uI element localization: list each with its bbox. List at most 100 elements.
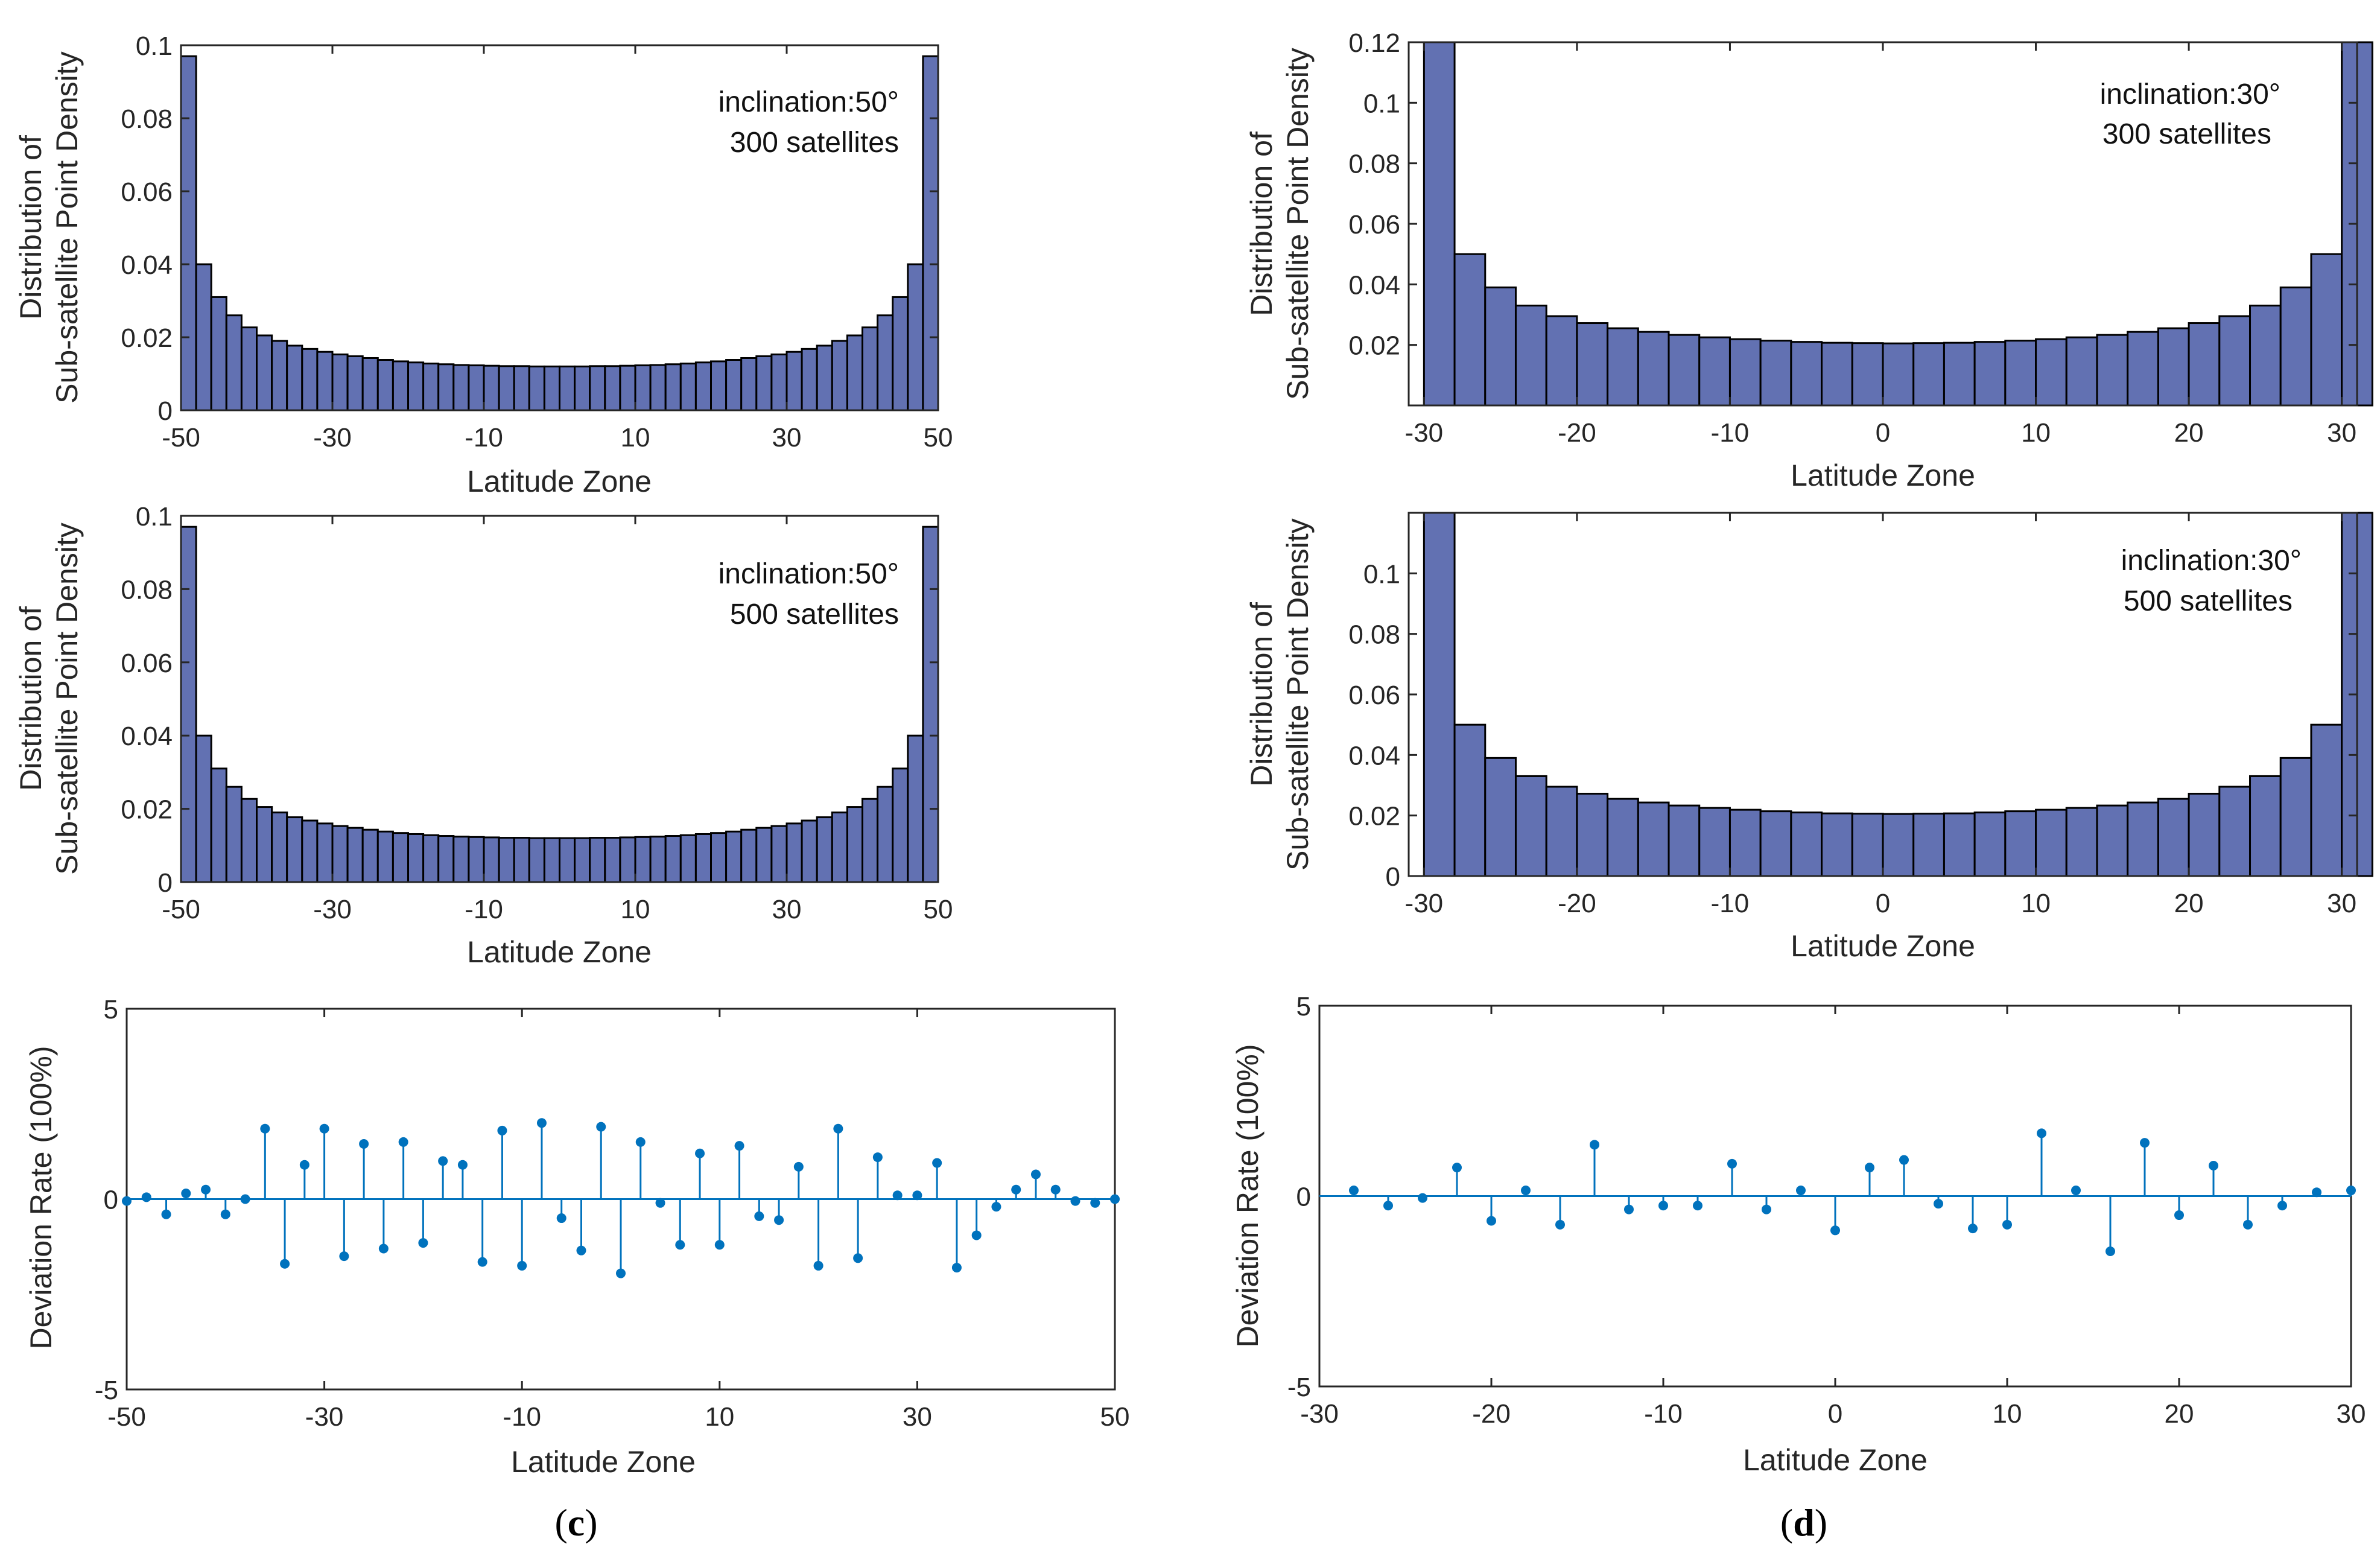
ytick-label: 0.06 [1348, 681, 1400, 710]
stem-marker [2106, 1246, 2115, 1256]
xtick-label: -50 [162, 895, 200, 924]
bars-group [180, 525, 939, 883]
histogram-bar [301, 348, 319, 411]
histogram-bar [1668, 334, 1701, 407]
histogram-bar [468, 364, 485, 411]
histogram-bar [195, 263, 212, 411]
stem-marker [616, 1268, 626, 1278]
histogram-bar [740, 357, 758, 411]
xtick-label: 30 [903, 1402, 932, 1432]
histogram-bar [1728, 808, 1762, 877]
stem-marker [1865, 1163, 1874, 1173]
histogram-bar [1851, 342, 1884, 407]
ytick-label: 0.1 [1363, 559, 1400, 589]
histogram-bar [210, 767, 227, 883]
histogram-bar [2279, 757, 2312, 877]
chart-c-top: 0 0.02 0.04 0.06 0.08 0.1 -50 -30 -10 10… [14, 31, 953, 498]
histogram-bar [679, 363, 697, 411]
x-axis-label: Latitude Zone [467, 935, 652, 969]
panel-label-c: (c) [554, 1501, 597, 1544]
histogram-bar [604, 837, 621, 883]
stem-marker [2071, 1186, 2081, 1196]
histogram-bar [180, 55, 197, 411]
stem-marker [2346, 1186, 2356, 1196]
histogram-bar [256, 334, 273, 411]
xtick-label: -30 [313, 423, 352, 452]
y-axis-label-line-2: Sub-satellite Point Density [1281, 48, 1315, 400]
stem-marker [299, 1160, 309, 1170]
histogram-bar [649, 836, 667, 883]
histogram-bar [574, 365, 591, 411]
stem-marker [576, 1245, 586, 1256]
ytick-label: 0.08 [1348, 150, 1400, 179]
stem-marker [1762, 1204, 1771, 1214]
histogram-bar [770, 825, 788, 883]
stem-marker [319, 1123, 329, 1134]
stem-marker [2037, 1128, 2046, 1138]
histogram-bar [1545, 786, 1578, 877]
stem-marker [1830, 1225, 1840, 1236]
histogram-bar [271, 811, 288, 883]
histogram-bar [483, 364, 500, 411]
ytick-label: 0.06 [121, 177, 173, 207]
annotation-satellite-count: 500 satellites [730, 599, 899, 630]
annotation-satellite-count: 300 satellites [730, 127, 899, 159]
histogram-bar [331, 825, 349, 883]
histogram-bar [376, 359, 394, 411]
histogram-bar [1484, 286, 1517, 407]
histogram-bar [240, 326, 258, 411]
histogram-bar [589, 837, 606, 883]
histogram-bar [2065, 807, 2098, 877]
ytick-label: 0.1 [136, 31, 173, 61]
histogram-bar [543, 365, 561, 411]
histogram-bar [559, 365, 576, 411]
stem-marker [240, 1194, 250, 1204]
stem-marker [1796, 1186, 1806, 1196]
histogram-bar [392, 360, 410, 411]
stem-marker [714, 1240, 725, 1250]
stem-marker [892, 1190, 903, 1201]
ytick-label: 0.08 [1348, 620, 1400, 650]
histogram-bar [361, 828, 379, 883]
xtick-label: -30 [313, 895, 352, 924]
histogram-bar [1790, 811, 1823, 877]
stem-marker [675, 1240, 685, 1250]
histogram-bar [2004, 810, 2037, 877]
histogram-bar [1912, 813, 1945, 877]
ytick-label: 0.08 [121, 104, 173, 134]
xtick-label: 10 [2021, 889, 2051, 918]
histogram-bar [649, 364, 667, 411]
histogram-bar [740, 828, 758, 883]
y-axis-label: Deviation Rate (100%) [24, 1046, 58, 1349]
y-axis-label-line-2: Sub-satellite Point Density [50, 522, 84, 875]
histogram-bar [1637, 331, 1670, 407]
stem-marker [339, 1251, 349, 1262]
stem-marker [853, 1253, 863, 1263]
histogram-bar [725, 830, 743, 883]
stem-marker [497, 1125, 507, 1135]
histogram-bar [831, 340, 848, 411]
stem-marker [280, 1259, 290, 1269]
stem-marker [378, 1243, 389, 1254]
chart-c-mid: 0 0.02 0.04 0.06 0.08 0.1 -50 -30 -10 10… [14, 502, 953, 969]
histogram-bar [785, 822, 803, 883]
stem-marker [1624, 1204, 1634, 1214]
histogram-bar [1668, 804, 1701, 877]
histogram-bar [801, 819, 818, 883]
stem-marker [438, 1156, 448, 1166]
histogram-bar [286, 345, 303, 411]
y-axis-label-line-1: Distribution of [14, 135, 48, 320]
stem-marker [517, 1260, 527, 1271]
stem-marker [2312, 1187, 2321, 1198]
ytick-label: 0.04 [121, 250, 173, 280]
histogram-bar [710, 360, 728, 411]
stem-marker [872, 1152, 883, 1163]
axes-box [180, 44, 939, 411]
xtick-label: -10 [1644, 1399, 1683, 1429]
histogram-bar [1576, 322, 1609, 407]
stem-marker [161, 1209, 171, 1219]
stem-marker [1452, 1163, 1462, 1173]
stem-marker [596, 1122, 606, 1132]
ticks-group [180, 44, 939, 411]
xtick-label: 10 [621, 895, 650, 924]
